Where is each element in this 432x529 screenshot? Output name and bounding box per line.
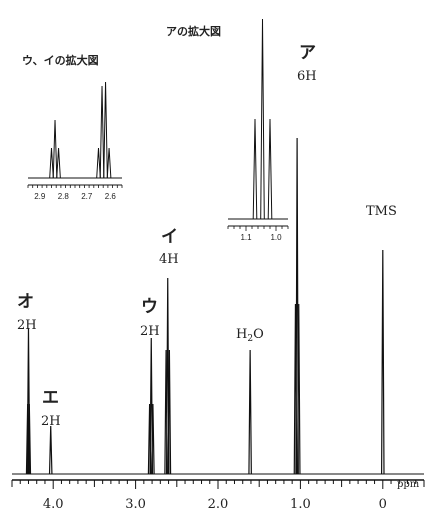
integration-i: 4H	[159, 252, 179, 267]
peak-line	[48, 425, 53, 475]
peak-group	[248, 349, 252, 475]
inset-peak-line	[56, 147, 61, 179]
inset-ui-axis: 2.9 2.8 2.7 2.6	[27, 184, 123, 201]
inset-peak-line	[52, 119, 58, 179]
h2o-subscript: 2	[247, 334, 253, 344]
x-tick-label: 0	[379, 497, 387, 512]
inset-tick-label: 2.6	[105, 192, 117, 201]
x-tick-label: 4.0	[43, 497, 64, 512]
peak-label-a: ア	[299, 43, 316, 63]
inset-peak-line	[106, 147, 112, 179]
inset-ui-title: ウ、イの拡大図	[22, 53, 99, 67]
axis-unit: ppm	[397, 479, 420, 490]
inset-ui-peaks	[28, 81, 122, 179]
inset-a-peaks	[228, 18, 288, 220]
x-tick-label: 2.0	[208, 497, 229, 512]
inset-peak-line	[49, 147, 54, 179]
inset-a-axis: 1.1 1.0	[227, 225, 289, 242]
peak-group	[25, 327, 32, 475]
peak-label-i: イ	[161, 227, 178, 247]
peak-line	[381, 249, 385, 475]
inset-a-expansion: アの拡大図 1.1 1.0	[166, 18, 289, 242]
inset-peak-line	[103, 81, 108, 179]
peak-label-h2o: H2O	[236, 327, 264, 344]
peak-group	[48, 425, 53, 475]
h2o-main: H	[236, 327, 247, 342]
integration-e: 2H	[41, 414, 61, 429]
integration-u: 2H	[140, 324, 160, 339]
inset-peak-line	[99, 85, 105, 179]
inset-tick-label: 2.7	[81, 192, 93, 201]
peak-group	[147, 337, 155, 475]
h2o-tail: O	[253, 327, 264, 342]
integration-a: 6H	[297, 69, 317, 84]
x-tick-label: 3.0	[125, 497, 146, 512]
peak-line	[248, 349, 252, 475]
peak-line	[151, 403, 155, 475]
x-axis: 4.0 3.0 2.0 1.0 0	[11, 479, 425, 512]
inset-peak-line	[96, 147, 101, 179]
peak-group	[293, 137, 301, 475]
peak-label-tms: TMS	[366, 204, 397, 219]
inset-tick-label: 2.9	[34, 192, 46, 201]
peak-label-o: オ	[17, 292, 34, 312]
inset-a-title: アの拡大図	[166, 24, 221, 38]
inset-peak-line	[252, 118, 258, 220]
peak-group	[164, 277, 172, 475]
peak-line	[26, 327, 31, 475]
peak-line	[167, 349, 172, 475]
inset-peak-line	[267, 118, 273, 220]
inset-tick-label: 1.0	[270, 233, 282, 242]
peak-line	[296, 303, 301, 475]
inset-peak-line	[260, 18, 265, 220]
inset-ui-expansion: ウ、イの拡大図 2.9 2.8 2.7 2.6	[22, 53, 123, 201]
inset-tick-label: 1.1	[240, 233, 252, 242]
integration-o: 2H	[17, 318, 37, 333]
peak-group	[381, 249, 385, 475]
inset-tick-label: 2.8	[58, 192, 70, 201]
peak-label-u: ウ	[141, 297, 158, 317]
x-tick-label: 1.0	[290, 497, 311, 512]
peaks	[25, 137, 385, 475]
peak-label-e: エ	[42, 388, 59, 408]
